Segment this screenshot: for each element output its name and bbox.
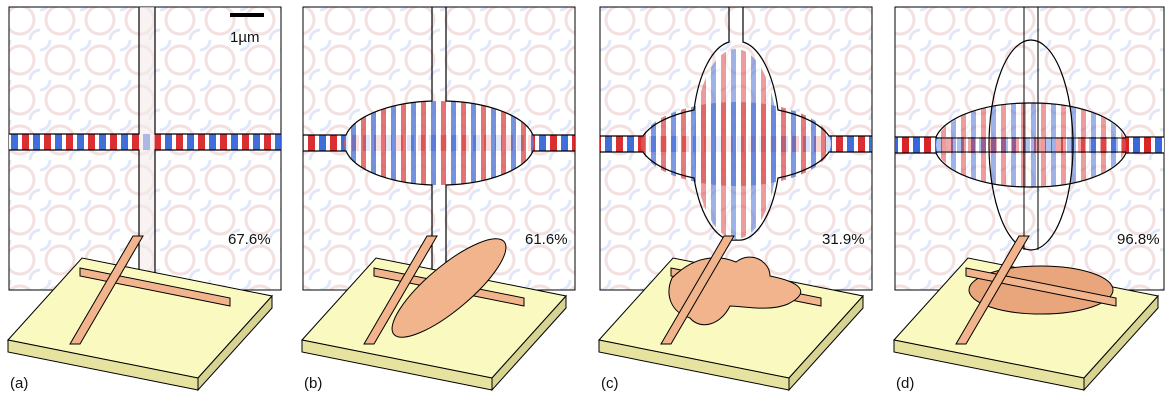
panel-a: 1µm 67.6% (a) [7,6,282,392]
device-3d-view [301,235,567,392]
waveguide-outline [9,7,281,290]
device-3d-view [7,235,273,392]
scale-bar-label: 1µm [230,29,259,46]
panel-label-b: (b) [304,375,322,392]
field-map [8,6,282,291]
field-map [894,6,1165,291]
waveguide-outline [303,7,575,290]
efficiency-label-b: 61.6% [525,231,568,248]
panel-label-a: (a) [10,375,28,392]
waveguide-outline [600,7,872,241]
device-3d-view [893,235,1159,392]
panel-label-c: (c) [601,375,619,392]
efficiency-label-a: 67.6% [228,231,271,248]
panel-c: 31.9% (c) [598,6,873,392]
field-map [302,6,576,291]
device-3d-view [598,235,864,392]
waveguide-outline [895,102,1164,188]
panel-label-d: (d) [896,375,914,392]
scale-bar: 1µm [230,13,264,46]
efficiency-label-c: 31.9% [822,231,865,248]
field-map [599,6,873,291]
efficiency-label-d: 96.8% [1117,231,1160,248]
panel-b: 61.6% (b) [301,6,576,392]
panel-d: 96.8% (d) [893,6,1165,392]
